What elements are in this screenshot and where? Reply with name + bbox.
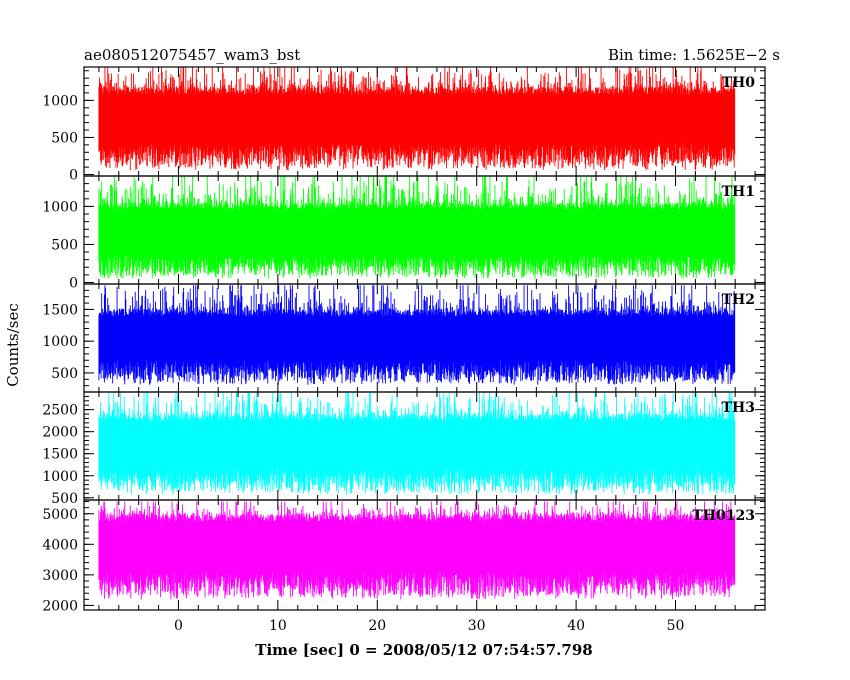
y-tick-label: 1500 [42, 302, 78, 318]
x-tick-label: 40 [567, 618, 585, 634]
y-tick-label: 1000 [42, 334, 78, 350]
chart-title-right: Bin time: 1.5625E−2 s [608, 46, 780, 64]
series-th1 [98, 176, 736, 279]
y-tick-label: 500 [51, 130, 78, 146]
panel-label: TH0123 [692, 508, 755, 524]
panel-label: TH2 [722, 292, 755, 308]
y-tick-label: 2000 [42, 598, 78, 614]
series-th2 [98, 285, 736, 385]
y-tick-label: 500 [51, 491, 78, 507]
chart-title-left: ae080512075457_wam3_bst [84, 46, 300, 64]
panel-th1: TH1 0 500 1000 [42, 175, 766, 291]
x-tick-label: 30 [468, 618, 486, 634]
y-tick-label: 2500 [42, 403, 78, 419]
y-tick-label: 500 [51, 366, 78, 382]
x-tick-label: 0 [174, 618, 183, 634]
series-th0123 [98, 501, 736, 600]
x-tick-label: 50 [667, 618, 685, 634]
y-tick-label: 4000 [42, 537, 78, 553]
y-tick-label: 1000 [42, 199, 78, 215]
panel-label: TH1 [722, 184, 755, 200]
panel-label: TH3 [722, 400, 755, 416]
x-tick-label: 10 [269, 618, 287, 634]
y-tick-label: 2000 [42, 425, 78, 441]
series-th0 [98, 67, 736, 171]
panel-th3: TH3 500 1000 1500 2000 2500 [42, 391, 766, 507]
y-tick-label: 1500 [42, 447, 78, 463]
y-tick-label: 1000 [42, 93, 78, 109]
panel-th0: TH0 0 500 1000 [42, 66, 766, 184]
x-axis-label: Time [sec] 0 = 2008/05/12 07:54:57.798 [255, 641, 592, 659]
panel-label: TH0 [722, 75, 756, 91]
y-axis-label: Counts/sec [4, 303, 22, 387]
panel-th0123: TH0123 2000 3000 4000 5000 [42, 499, 766, 614]
y-tick-label: 3000 [42, 568, 78, 584]
y-tick-label: 1000 [42, 469, 78, 485]
panels-group: TH005001000TH105001000TH250010001500TH35… [42, 66, 766, 634]
panel-th2: TH2 500 1000 1500 [42, 283, 766, 393]
x-tick-label: 20 [368, 618, 386, 634]
panel-frame [83, 499, 766, 611]
y-tick-label: 5000 [42, 507, 78, 523]
y-tick-label: 500 [51, 237, 78, 253]
series-th3 [98, 392, 736, 495]
y-tick-label: 0 [69, 168, 78, 184]
y-tick-label: 0 [69, 275, 78, 291]
